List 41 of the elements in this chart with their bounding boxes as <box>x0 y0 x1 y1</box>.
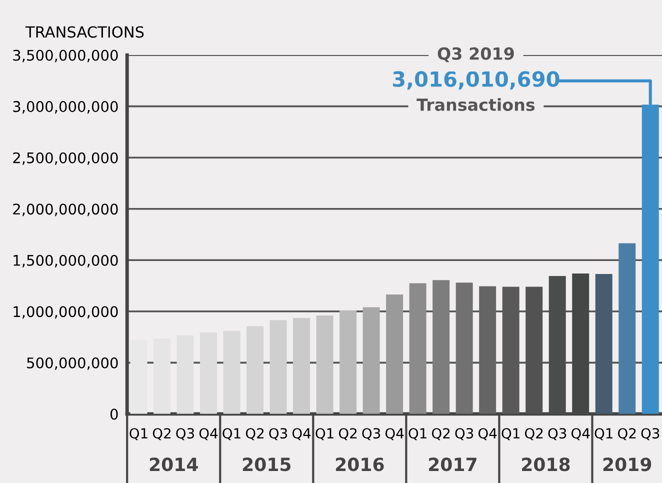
y-tick-label: 1,000,000,000 <box>14 306 118 319</box>
data-label: 3,016,010,690 <box>392 71 560 90</box>
annotation: Q3 2019 <box>438 47 514 62</box>
annotation: Transactions <box>416 98 535 112</box>
x-tick-label: Q2 <box>152 428 170 440</box>
text: 2015 <box>242 458 291 472</box>
y-tick-label: 1,500,000,000 <box>14 254 118 268</box>
text: 2019 <box>603 458 652 472</box>
x-tick-label: Q4 <box>199 428 218 440</box>
y-tick-label: 500,000,000 <box>27 357 118 370</box>
y-tick-label: 2,000,000,000 <box>13 204 118 216</box>
x-tick-label: Q1 <box>130 428 148 440</box>
chart-title: TRANSACTIONS <box>25 26 144 38</box>
x-tick-label: Q1 <box>502 428 520 440</box>
y-tick-label: 3,000,000,000 <box>13 101 118 114</box>
x-tick-label: Q3 <box>269 428 288 440</box>
text: 2017 <box>428 458 476 472</box>
x-tick-label: Q1 <box>594 428 612 440</box>
x-tick-label: Q3 <box>548 428 566 440</box>
x-tick-label: Q4 <box>478 428 497 440</box>
text: 2018 <box>522 458 570 472</box>
x-tick-label: Q3 <box>641 428 660 440</box>
x-tick-label: Q1 <box>316 428 334 440</box>
x-tick-label: Q3 <box>362 428 380 440</box>
text: 2014 <box>150 458 198 472</box>
x-tick-label: Q2 <box>432 428 450 440</box>
x-tick-label: Q3 <box>176 428 194 440</box>
x-tick-label: Q4 <box>571 428 590 440</box>
x-tick-label: Q1 <box>222 428 240 440</box>
y-tick-label: 0 <box>110 408 118 420</box>
x-tick-label: Q2 <box>246 428 264 440</box>
x-tick-label: Q2 <box>524 428 543 440</box>
x-tick-label: Q3 <box>455 428 474 440</box>
x-tick-label: Q2 <box>618 428 636 440</box>
text: 2016 <box>336 458 384 472</box>
y-tick-label: 2,500,000,000 <box>13 152 118 165</box>
x-tick-label: Q1 <box>408 428 426 440</box>
x-tick-label: Q2 <box>338 428 357 440</box>
y-tick-label: 3,500,000,000 <box>13 50 118 62</box>
x-tick-label: Q4 <box>292 428 311 440</box>
x-tick-label: Q4 <box>385 428 404 440</box>
